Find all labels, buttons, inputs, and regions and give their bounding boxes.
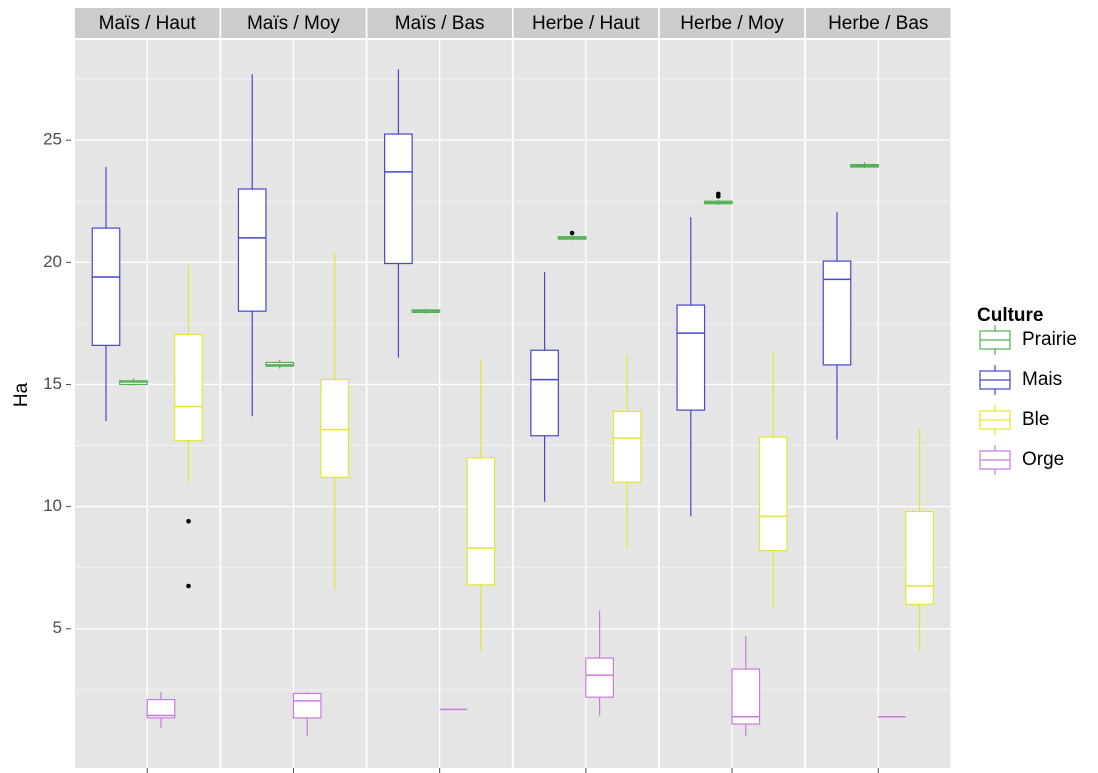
box bbox=[91, 227, 121, 346]
box bbox=[466, 457, 496, 586]
box bbox=[758, 436, 788, 552]
strip-label: Herbe / Bas bbox=[828, 13, 928, 34]
box bbox=[612, 410, 642, 483]
y-tick-label: 10 bbox=[43, 496, 62, 515]
outlier bbox=[716, 194, 721, 199]
y-tick-label: 15 bbox=[43, 374, 62, 393]
y-tick-label: 25 bbox=[43, 130, 62, 149]
box bbox=[822, 260, 852, 366]
y-axis-label: Ha bbox=[11, 382, 32, 407]
legend-label: Orge bbox=[1022, 449, 1064, 470]
outlier bbox=[186, 583, 191, 589]
strip bbox=[659, 8, 805, 38]
box bbox=[905, 510, 934, 605]
strip-label: Maïs / Bas bbox=[395, 13, 485, 34]
strip bbox=[513, 8, 659, 38]
box bbox=[174, 333, 203, 442]
box bbox=[237, 188, 267, 312]
strip-label: Maïs / Moy bbox=[247, 13, 340, 34]
strip-label: Maïs / Haut bbox=[99, 13, 197, 34]
legend-title: Culture bbox=[977, 305, 1044, 326]
box bbox=[320, 378, 350, 478]
y-tick-label: 5 bbox=[53, 618, 62, 637]
box bbox=[292, 692, 322, 719]
legend-label: Mais bbox=[1022, 369, 1062, 390]
strip-label: Herbe / Haut bbox=[532, 13, 640, 34]
box bbox=[676, 304, 706, 411]
y-tick-label: 20 bbox=[43, 252, 62, 271]
box bbox=[585, 657, 614, 698]
strip bbox=[75, 8, 220, 38]
outlier bbox=[186, 518, 191, 524]
legend-label: Ble bbox=[1022, 409, 1049, 430]
legend-label: Prairie bbox=[1022, 329, 1077, 350]
box bbox=[731, 668, 761, 725]
strip bbox=[806, 8, 951, 38]
box bbox=[146, 698, 176, 719]
strip bbox=[221, 8, 366, 38]
strip bbox=[367, 8, 512, 38]
strip-label: Herbe / Moy bbox=[680, 13, 784, 34]
box bbox=[530, 349, 559, 437]
outlier bbox=[569, 230, 575, 236]
box bbox=[384, 133, 413, 265]
